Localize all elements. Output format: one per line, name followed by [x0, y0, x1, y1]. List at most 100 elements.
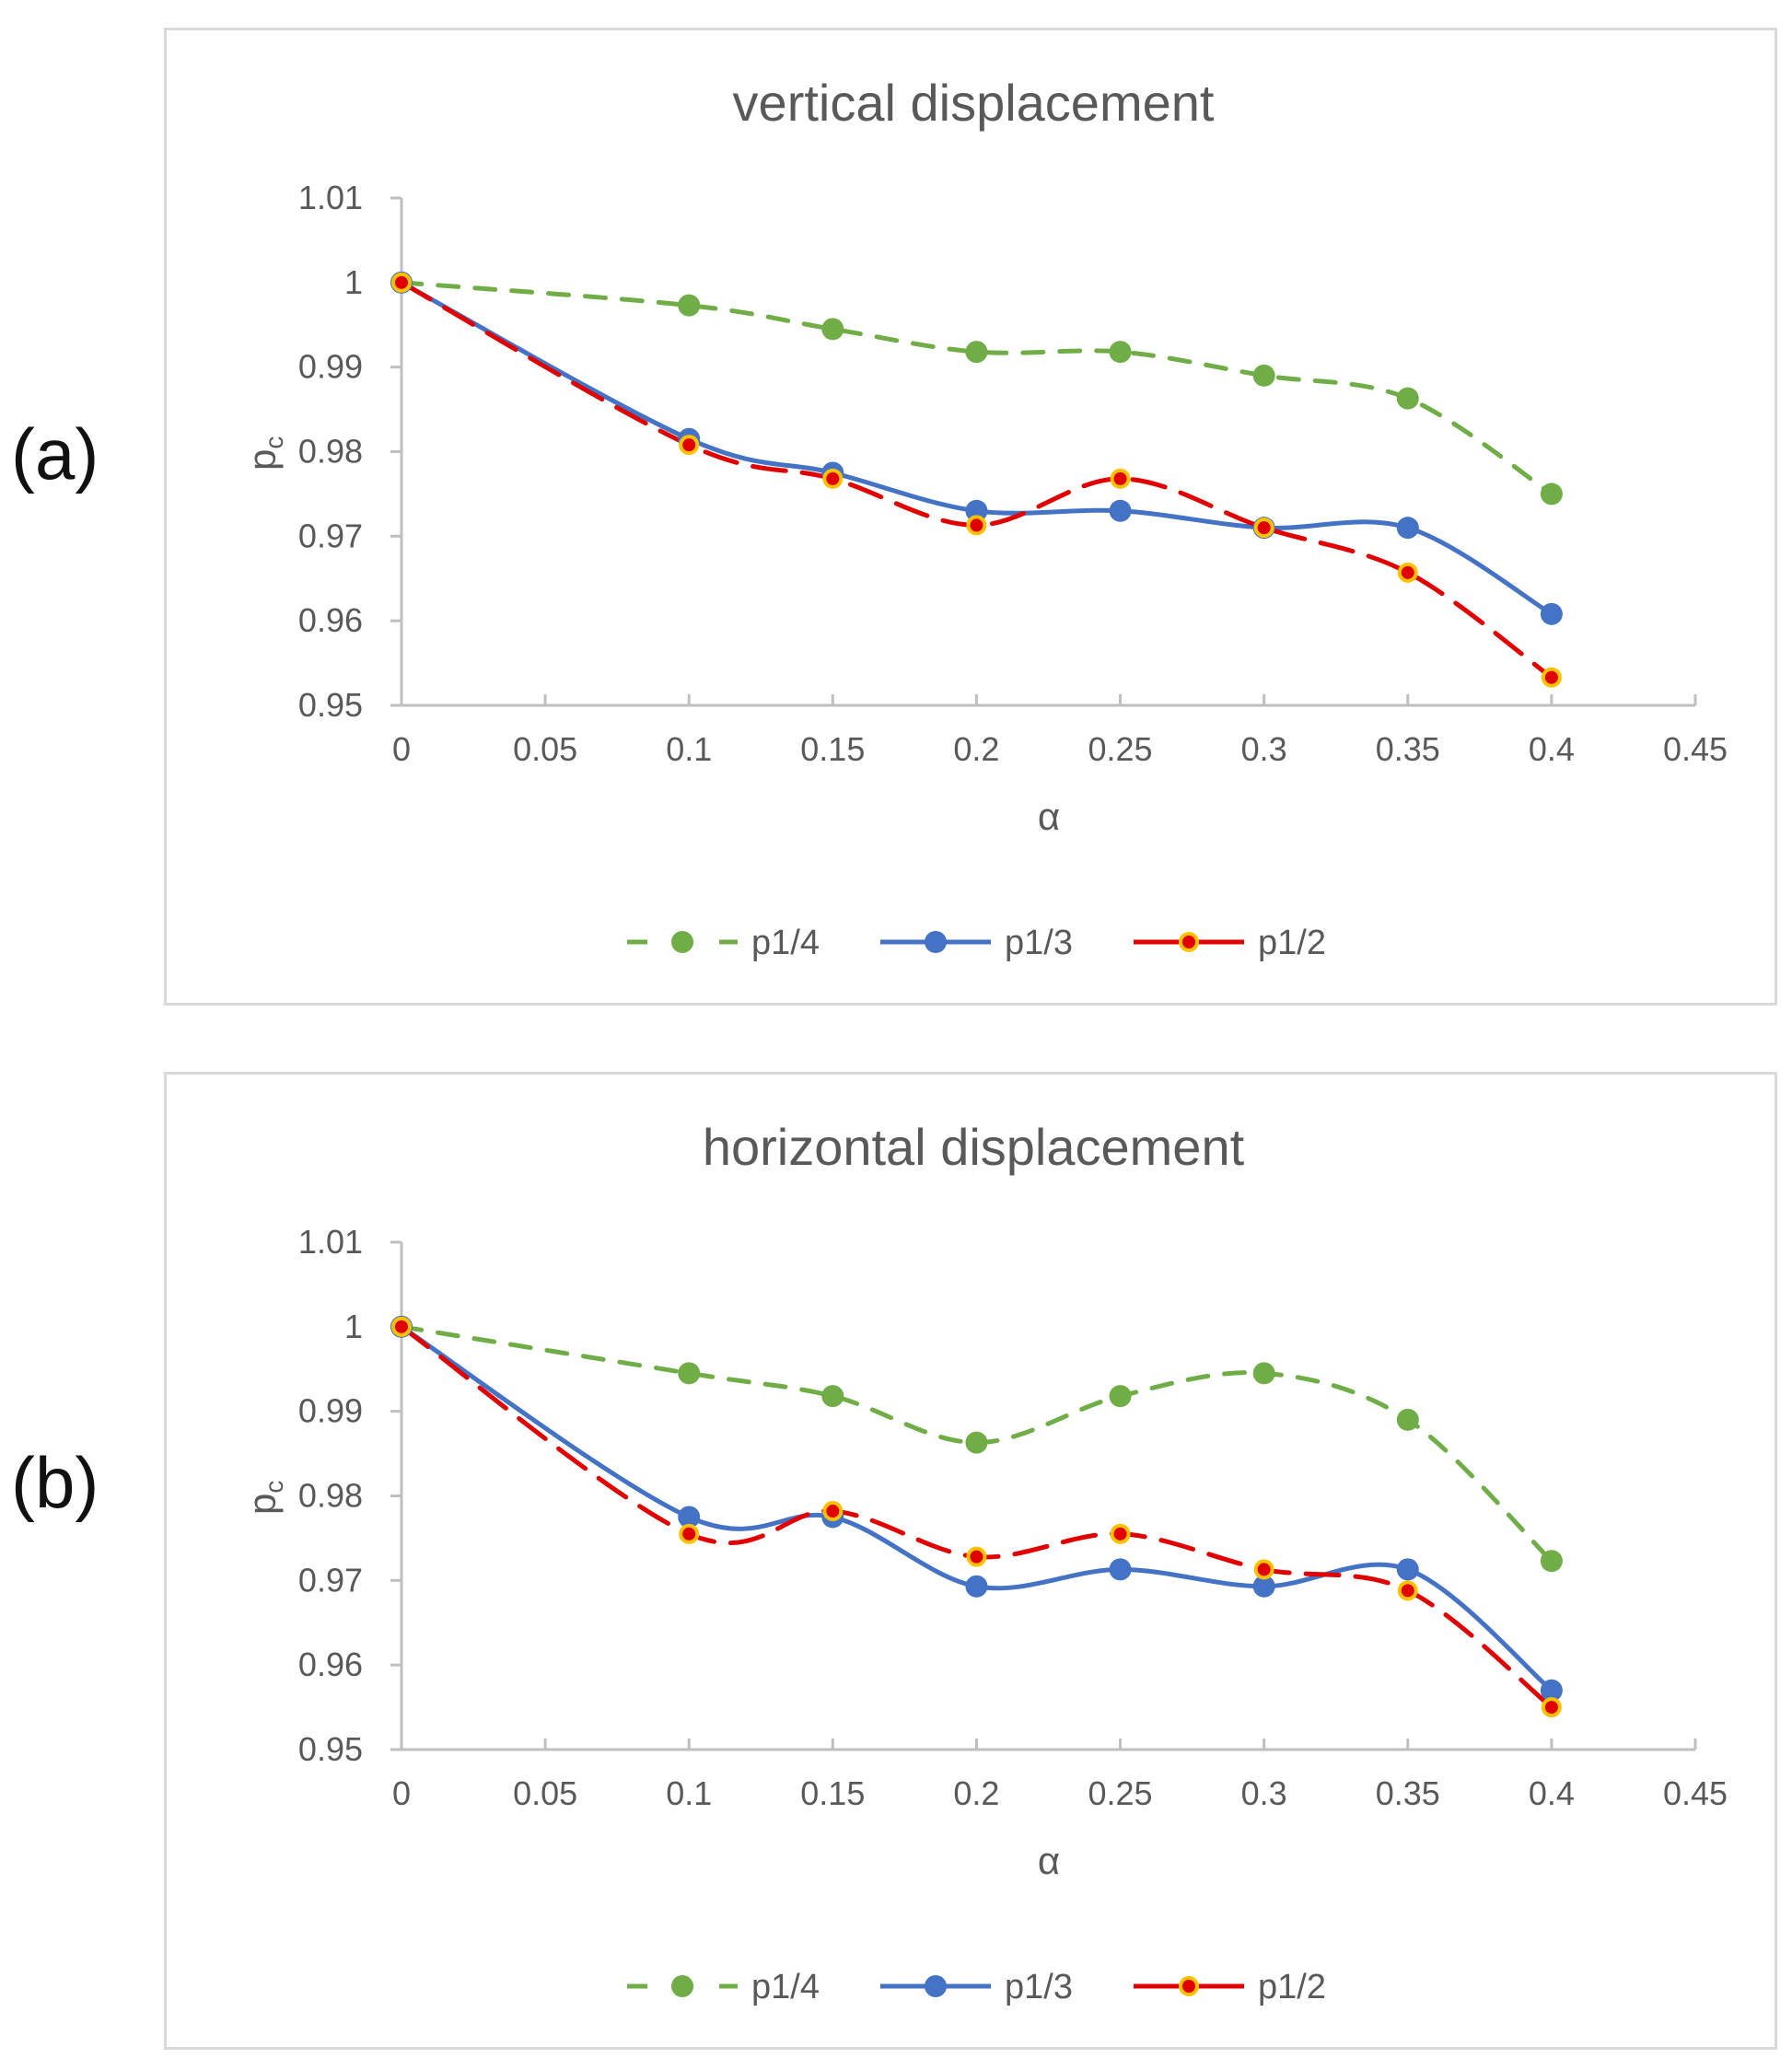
data-point-p13 [965, 1575, 988, 1598]
y-axis-title: pc [240, 436, 288, 471]
data-point-p13 [1540, 602, 1563, 625]
x-tick-label: 0.1 [666, 730, 712, 768]
y-tick-label: 1.01 [298, 179, 363, 216]
data-point-p13 [1396, 1558, 1419, 1581]
data-point-p12 [1397, 562, 1418, 583]
y-tick-label: 0.96 [298, 1646, 363, 1683]
x-tick-label: 0.05 [513, 730, 577, 768]
chart-horizontal-displacement: horizontal displacement 0.95 0.96 0.97 0.98 0… [240, 1118, 1728, 2006]
legend-label-p14: p1/4 [751, 924, 820, 962]
legend-swatch-marker-p12 [1179, 1976, 1199, 1996]
series-line-p12 [399, 1324, 1554, 1710]
legend-label-p12: p1/2 [1258, 924, 1326, 962]
data-point-p14 [821, 318, 844, 341]
y-axis-title-sub: c [260, 436, 288, 449]
data-point-p12 [822, 1501, 844, 1522]
x-tick-label: 0.2 [953, 1774, 999, 1812]
y-tick-label: 0.97 [298, 517, 363, 554]
chart-vertical-displacement: vertical displacement 0.95 0.96 0.97 0.98 0.9… [240, 74, 1728, 962]
x-tick-label: 0.3 [1241, 730, 1287, 768]
series-line-p13 [399, 280, 1554, 617]
data-point-p14 [821, 1385, 844, 1408]
data-point-p14 [965, 341, 988, 364]
x-tick-label: 0.15 [800, 1774, 865, 1812]
data-point-p13 [1396, 517, 1419, 540]
x-tick-label: 0.4 [1529, 1774, 1575, 1812]
data-point-p12 [1541, 1697, 1562, 1718]
data-point-p12 [679, 435, 700, 456]
data-point-p12 [391, 272, 412, 293]
x-tick-label: 0.35 [1376, 1774, 1440, 1812]
data-point-p14 [1540, 1550, 1563, 1573]
x-tick-label: 0.25 [1088, 730, 1153, 768]
x-tick-label: 0.35 [1376, 730, 1440, 768]
x-tick-label: 0.1 [666, 1774, 712, 1812]
x-axis-title: α [1038, 795, 1060, 838]
data-point-p12 [1110, 1523, 1131, 1544]
legend-label-p13: p1/3 [1005, 1968, 1073, 2006]
y-tick-label: 0.95 [298, 686, 363, 724]
x-tick-label: 0.05 [513, 1774, 577, 1812]
legend-label-p14: p1/4 [751, 1968, 820, 2006]
chart-title: vertical displacement [733, 74, 1215, 132]
legend-swatch-marker-p14 [671, 931, 693, 953]
chart-title: horizontal displacement [703, 1118, 1245, 1176]
legend-swatch-marker-p14 [671, 1975, 693, 1997]
y-axis-title: pc [240, 1481, 288, 1515]
data-point-p14 [1252, 364, 1275, 387]
legend-swatch-marker-p13 [925, 931, 947, 953]
y-tick-label: 0.99 [298, 1392, 363, 1430]
data-point-p14 [1540, 483, 1563, 506]
data-point-p14 [1252, 1362, 1275, 1385]
data-point-p13 [965, 499, 988, 522]
x-tick-label: 0.15 [800, 730, 865, 768]
x-tick-label: 0 [392, 730, 411, 768]
data-point-p14 [965, 1431, 988, 1454]
x-tick-label: 0.4 [1529, 730, 1575, 768]
data-point-p12 [679, 1523, 700, 1544]
y-tick-label: 0.95 [298, 1730, 363, 1768]
data-point-p14 [678, 1362, 701, 1385]
legend-swatch-marker-p13 [925, 1975, 947, 1997]
y-axis-title-main: p [240, 1494, 284, 1515]
data-point-p14 [1396, 387, 1419, 410]
y-axis-title-main: p [240, 449, 284, 471]
data-point-p14 [1396, 1408, 1419, 1431]
y-tick-label: 0.98 [298, 1477, 363, 1515]
data-point-p13 [1252, 1575, 1275, 1598]
panel-label-b: (b) [11, 1442, 99, 1523]
x-axis-title: α [1038, 1839, 1060, 1882]
x-tick-label: 0.45 [1663, 730, 1728, 768]
series-line-p13 [399, 1324, 1554, 1693]
x-tick-label: 0.3 [1241, 1774, 1287, 1812]
x-tick-label: 0.45 [1663, 1774, 1728, 1812]
y-tick-label: 1 [344, 263, 363, 301]
y-tick-label: 0.99 [298, 348, 363, 386]
data-point-p14 [678, 294, 701, 317]
data-point-p12 [1253, 518, 1274, 539]
y-tick-label: 0.97 [298, 1561, 363, 1599]
data-point-p12 [391, 1316, 412, 1337]
legend-label-p13: p1/3 [1005, 924, 1073, 962]
data-point-p12 [966, 1546, 987, 1567]
legend-swatch-marker-p12 [1179, 932, 1199, 952]
data-point-p13 [678, 1506, 701, 1529]
data-point-p12 [966, 515, 987, 536]
y-tick-label: 1.01 [298, 1223, 363, 1261]
data-point-p13 [1109, 1558, 1132, 1581]
chart-frame-vertical: vertical displacement 0.95 0.96 0.97 0.98 0.9… [164, 28, 1777, 1006]
x-tick-label: 0 [392, 1774, 411, 1812]
data-point-p12 [1253, 1559, 1274, 1580]
legend-label-p12: p1/2 [1258, 1968, 1326, 2006]
series-line-p14 [399, 280, 1554, 496]
y-tick-label: 1 [344, 1308, 363, 1345]
x-tick-label: 0.2 [953, 730, 999, 768]
data-point-p12 [822, 468, 844, 489]
chart-frame-horizontal: horizontal displacement 0.95 0.96 0.97 0.98 0… [164, 1072, 1777, 2050]
x-tick-label: 0.25 [1088, 1774, 1153, 1812]
y-axis-title-sub: c [260, 1481, 288, 1494]
data-point-p14 [1109, 341, 1132, 364]
data-point-p13 [1109, 499, 1132, 522]
series-line-p14 [399, 1324, 1554, 1564]
data-point-p12 [1110, 468, 1131, 489]
